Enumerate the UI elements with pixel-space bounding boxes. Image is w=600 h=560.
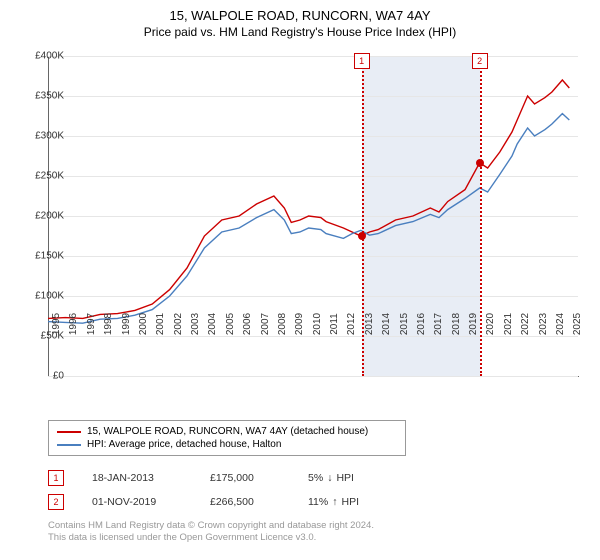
legend-label: HPI: Average price, detached house, Halt… (87, 439, 281, 450)
legend-item: HPI: Average price, detached house, Halt… (57, 438, 397, 451)
legend: 15, WALPOLE ROAD, RUNCORN, WA7 4AY (deta… (48, 420, 406, 456)
sale-row: 1 18-JAN-2013 £175,000 5% ↓ HPI (48, 466, 398, 490)
sale-diff: 5% ↓ HPI (308, 472, 398, 484)
legend-label: 15, WALPOLE ROAD, RUNCORN, WA7 4AY (deta… (87, 426, 368, 437)
chart-subtitle: Price paid vs. HM Land Registry's House … (0, 23, 600, 43)
sale-diff: 11% ↑ HPI (308, 496, 398, 508)
sale-marker-icon: 1 (48, 470, 64, 486)
sales-table: 1 18-JAN-2013 £175,000 5% ↓ HPI 2 01-NOV… (48, 466, 398, 514)
legend-item: 15, WALPOLE ROAD, RUNCORN, WA7 4AY (deta… (57, 425, 397, 438)
sale-price: £175,000 (210, 472, 280, 484)
down-arrow-icon: ↓ (327, 472, 332, 484)
sale-price: £266,500 (210, 496, 280, 508)
chart-title: 15, WALPOLE ROAD, RUNCORN, WA7 4AY (0, 0, 600, 23)
footer-attribution: Contains HM Land Registry data © Crown c… (48, 520, 374, 545)
sale-date: 01-NOV-2019 (92, 496, 182, 508)
sale-marker-icon: 2 (48, 494, 64, 510)
sale-row: 2 01-NOV-2019 £266,500 11% ↑ HPI (48, 490, 398, 514)
legend-swatch (57, 444, 81, 446)
sale-date: 18-JAN-2013 (92, 472, 182, 484)
up-arrow-icon: ↑ (332, 496, 337, 508)
legend-swatch (57, 431, 81, 433)
